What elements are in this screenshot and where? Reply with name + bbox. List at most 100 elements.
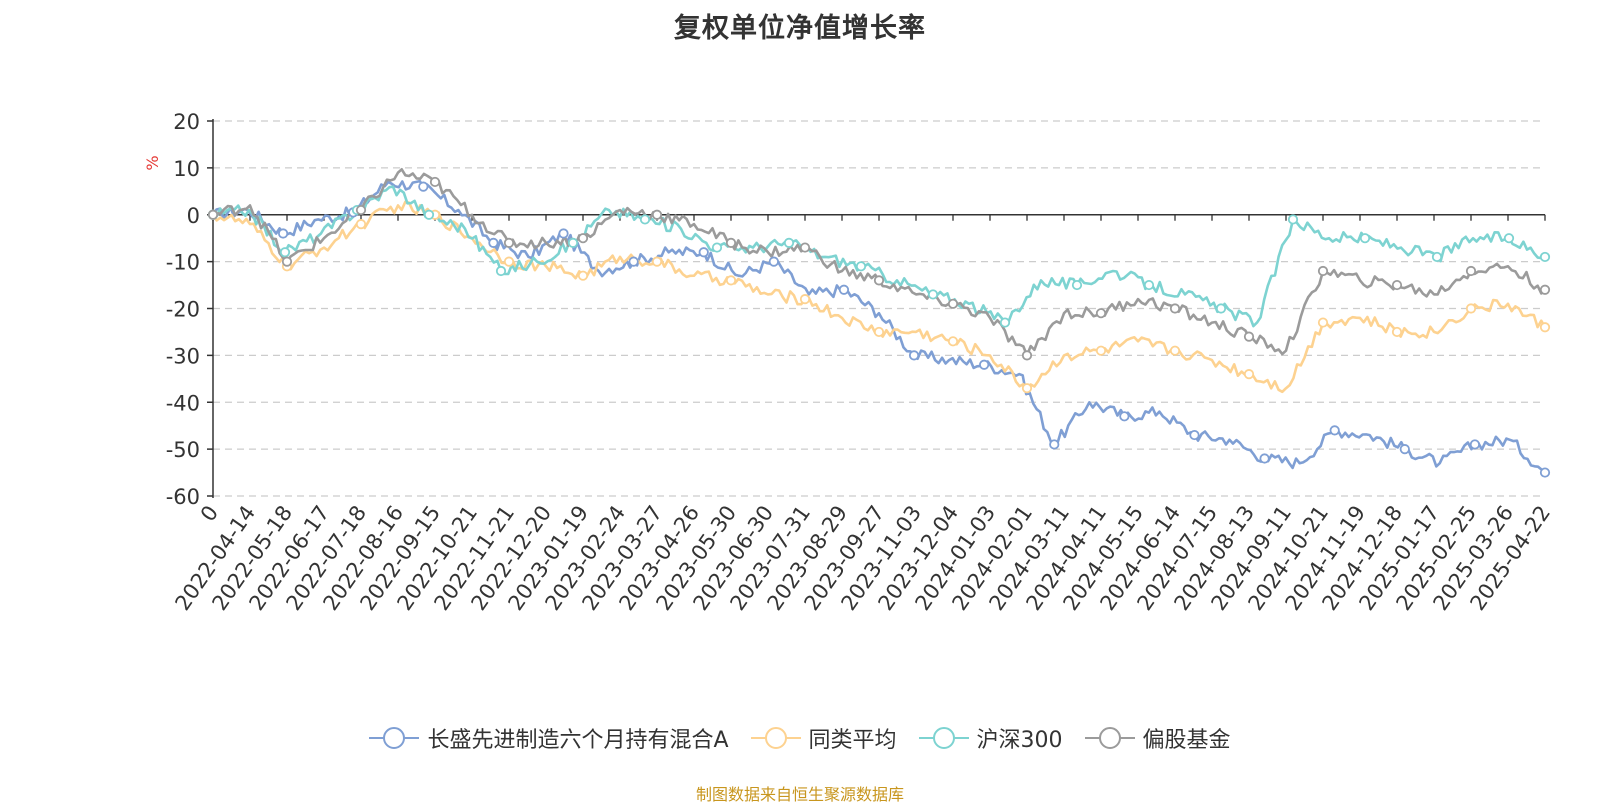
series-point: [979, 359, 990, 370]
series-point: [999, 317, 1011, 328]
series-point: [1049, 439, 1060, 450]
legend-label: 长盛先进制造六个月持有混合A: [427, 728, 729, 753]
series-point: [488, 237, 499, 248]
series-point: [1539, 284, 1551, 295]
series-point: [1243, 369, 1255, 380]
series-point: [1317, 265, 1329, 277]
series-point: [1359, 233, 1371, 244]
series-point: [1287, 214, 1299, 225]
series-point: [558, 228, 569, 239]
series-point: [1071, 279, 1083, 291]
y-axis-unit: %: [143, 155, 162, 170]
series-point: [711, 242, 723, 253]
series-point: [725, 237, 737, 248]
y-tick-label: -10: [166, 251, 200, 275]
series-point: [639, 214, 651, 225]
y-tick-label: -50: [166, 438, 200, 462]
series-point: [1259, 453, 1270, 464]
legend-swatch-icon: [918, 727, 969, 749]
series-point: [873, 275, 885, 286]
series-point: [1469, 439, 1480, 450]
series-point: [1119, 411, 1130, 422]
chart-title: 复权单位净值增长率: [674, 13, 926, 44]
legend-item[interactable]: 长盛先进制造六个月持有混合A: [369, 722, 729, 754]
series-point: [799, 242, 811, 253]
y-tick-label: 0: [187, 204, 200, 228]
y-tick-label: -40: [166, 391, 200, 415]
series-point: [1539, 322, 1551, 333]
series-point: [1095, 308, 1107, 319]
y-tick-label: 10: [173, 157, 200, 181]
series-point: [278, 228, 289, 239]
series-line: [211, 179, 1546, 474]
legend-item[interactable]: 沪深300: [918, 722, 1063, 754]
legend-swatch-icon: [750, 727, 801, 749]
series-point: [429, 176, 441, 188]
series-point: [279, 247, 291, 258]
series-point: [577, 270, 589, 281]
series-point: [1189, 429, 1200, 441]
series-point: [1021, 350, 1033, 361]
legend-label: 同类平均: [808, 728, 897, 753]
series-point: [1431, 251, 1443, 263]
source-note: 制图数据来自恒生聚源数据库: [695, 785, 904, 804]
series-point: [1539, 467, 1551, 478]
series-point: [495, 265, 507, 277]
series-markers: [207, 176, 1551, 478]
series-point: [908, 350, 920, 361]
legend-label: 偏股基金: [1142, 728, 1231, 753]
series-line: [212, 185, 1546, 328]
legend-label: 沪深300: [976, 728, 1063, 753]
tick-labels: 20100-10-20-30-40-50-60%02022-04-142022-…: [143, 110, 1555, 615]
legend-item[interactable]: 同类平均: [750, 722, 897, 754]
legend-item[interactable]: 偏股基金: [1084, 722, 1231, 754]
series-point: [873, 326, 885, 338]
series-point: [577, 233, 589, 244]
series-point: [1465, 265, 1477, 277]
series-point: [1021, 383, 1033, 394]
series-point: [855, 261, 867, 272]
series-point: [651, 256, 663, 267]
series-point: [1215, 303, 1227, 314]
series-point: [783, 237, 795, 248]
series-point: [1465, 303, 1477, 314]
x-tick-label: 0: [196, 501, 223, 526]
series-point: [418, 181, 429, 192]
series-point: [355, 204, 367, 216]
legend-swatch-icon: [1084, 727, 1135, 749]
series-point: [947, 298, 959, 309]
series-point: [1391, 279, 1403, 291]
series-point: [725, 275, 737, 286]
series-point: [1329, 425, 1340, 436]
series-point: [1391, 326, 1403, 338]
series-point: [1095, 345, 1107, 356]
series-point: [1169, 345, 1181, 356]
series-point: [1143, 279, 1155, 291]
series-point: [799, 294, 811, 305]
legend-swatch-icon: [369, 727, 420, 749]
series-point: [1243, 331, 1255, 342]
y-tick-label: 20: [173, 110, 200, 134]
series-point: [423, 209, 435, 220]
y-tick-label: -60: [166, 485, 200, 509]
series-point: [947, 336, 959, 347]
grid-lines: [213, 120, 1545, 497]
y-tick-label: -30: [166, 344, 200, 368]
series-point: [698, 247, 709, 258]
series-point: [1399, 444, 1410, 455]
series-point: [838, 284, 850, 295]
series-point: [207, 209, 219, 220]
series-point: [768, 256, 779, 267]
line-chart: 20100-10-20-30-40-50-60%02022-04-142022-…: [143, 110, 1555, 615]
series-point: [1317, 317, 1329, 328]
series-point: [1169, 303, 1181, 314]
series-point: [1539, 251, 1551, 263]
series-point: [1503, 233, 1515, 244]
chart-legend: 长盛先进制造六个月持有混合A 同类平均 沪深300 偏股基金: [0, 722, 1600, 754]
series-point: [927, 289, 939, 300]
series-point: [503, 237, 515, 248]
series-point: [567, 237, 579, 248]
series-point: [355, 219, 367, 230]
series-point: [651, 209, 663, 220]
series-point: [503, 256, 515, 267]
